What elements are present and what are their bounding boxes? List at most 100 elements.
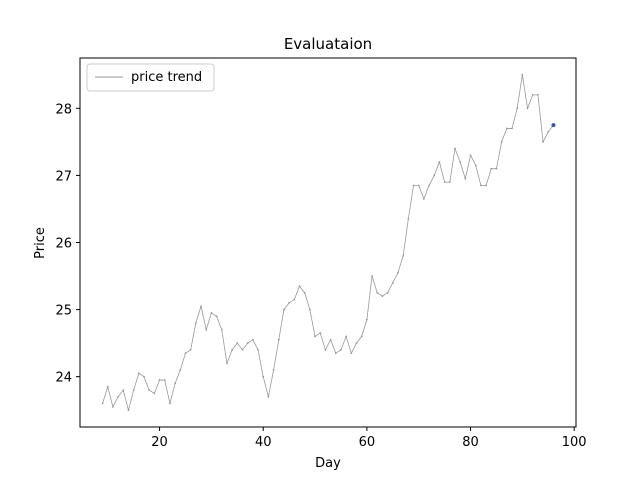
data-point: [132, 389, 135, 391]
data-point: [485, 184, 487, 187]
data-point: [495, 167, 498, 170]
x-axis-label: Day: [315, 456, 341, 471]
y-tick-label: 28: [55, 102, 72, 117]
x-tick-label: 60: [359, 435, 376, 450]
data-point: [407, 218, 410, 220]
data-point: [443, 181, 446, 184]
data-point: [381, 295, 384, 298]
data-point: [319, 332, 322, 334]
data-point: [210, 312, 213, 314]
chart-title: Evaluataion: [284, 35, 372, 53]
data-point: [267, 395, 270, 398]
data-point: [397, 271, 399, 274]
data-point: [189, 348, 192, 351]
y-tick-label: 25: [55, 304, 72, 319]
data-point: [112, 405, 114, 408]
data-point: [479, 184, 482, 187]
data-point: [241, 348, 244, 351]
data-point: [521, 73, 524, 76]
data-point: [417, 184, 420, 187]
plot-frame: [79, 57, 577, 428]
data-point: [148, 389, 151, 391]
data-point: [537, 94, 539, 96]
data-point: [505, 127, 508, 130]
data-point: [163, 379, 166, 381]
data-point: [448, 181, 451, 184]
data-point: [127, 409, 130, 412]
data-point: [345, 335, 348, 338]
data-point: [106, 385, 109, 388]
plot-area: [101, 73, 556, 412]
data-point: [231, 348, 234, 351]
data-point: [251, 338, 254, 341]
data-point: [288, 301, 291, 304]
data-point: [277, 338, 280, 341]
data-point: [371, 275, 373, 277]
data-point: [143, 375, 145, 378]
y-tick-label: 26: [55, 237, 72, 252]
data-point: [547, 130, 550, 133]
data-point: [531, 94, 534, 96]
data-point: [350, 352, 353, 355]
data-point: [200, 305, 202, 308]
data-point: [117, 395, 119, 398]
data-point: [293, 298, 296, 301]
x-tick-label: 40: [255, 435, 272, 450]
data-point: [433, 174, 436, 177]
data-point: [314, 335, 316, 338]
x-axis-ticks: 20 40 60 80 100: [151, 427, 587, 450]
data-point: [454, 147, 456, 150]
data-point: [542, 140, 544, 143]
data-point: [386, 291, 389, 294]
data-point: [215, 315, 218, 318]
data-point: [283, 308, 285, 311]
data-point: [511, 127, 513, 130]
data-point: [153, 392, 156, 395]
data-point: [122, 389, 125, 391]
data-point: [402, 255, 405, 257]
data-point: [101, 402, 104, 405]
y-tick-label: 27: [55, 169, 72, 184]
data-point: [464, 177, 467, 180]
data-point: [158, 379, 161, 381]
data-point: [376, 291, 379, 294]
y-axis-label: Price: [33, 227, 48, 259]
data-point: [194, 322, 197, 324]
y-tick-label: 24: [55, 371, 72, 386]
data-point: [500, 140, 503, 143]
data-point: [298, 285, 301, 288]
data-point: [474, 164, 477, 167]
data-point: [329, 338, 332, 341]
highlight-point: [551, 123, 556, 128]
data-point: [324, 348, 327, 351]
data-point: [174, 382, 177, 385]
x-tick-label: 100: [562, 435, 587, 450]
data-point: [360, 335, 363, 338]
data-point: [303, 291, 306, 294]
data-point: [412, 184, 415, 187]
data-point: [490, 167, 493, 170]
x-tick-label: 80: [462, 435, 479, 450]
x-tick-label: 20: [151, 435, 168, 450]
data-point: [334, 352, 337, 355]
data-point: [422, 197, 425, 200]
data-point: [169, 402, 171, 405]
data-point: [391, 281, 394, 284]
series-line-0: [102, 74, 554, 411]
data-point: [308, 308, 311, 311]
data-point: [205, 328, 208, 331]
data-point: [526, 107, 529, 110]
data-point: [257, 348, 259, 351]
data-point: [355, 342, 358, 345]
data-point: [438, 161, 441, 163]
legend-box: [86, 63, 215, 92]
legend: price trend: [86, 63, 215, 92]
data-point: [220, 328, 223, 331]
data-point: [137, 372, 140, 375]
data-point: [236, 342, 239, 345]
data-point: [226, 362, 228, 365]
data-point: [272, 369, 275, 371]
data-point: [428, 184, 430, 187]
data-point: [262, 375, 265, 378]
